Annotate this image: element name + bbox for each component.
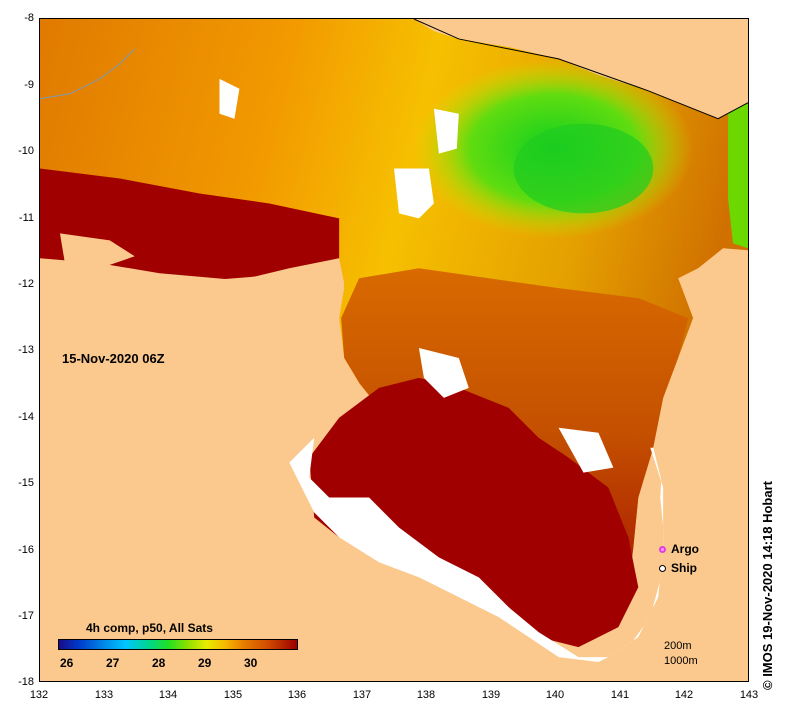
depth-contour-label-1000m: 1000m: [664, 655, 698, 667]
argo-legend: Argo: [659, 542, 699, 556]
nodata-patch-3: [433, 108, 459, 154]
depth-contour-label-200m: 200m: [664, 640, 692, 652]
x-tick-label: 132: [29, 689, 49, 701]
x-tick-label: 134: [158, 689, 178, 701]
coast-river: [40, 48, 136, 100]
x-tick-label: 142: [674, 689, 694, 701]
x-tick-label: 138: [416, 689, 436, 701]
y-tick-label: -14: [18, 411, 34, 423]
land-cape-york: [578, 258, 748, 681]
colorbar-label: 27: [106, 656, 120, 670]
nodata-patch-5: [558, 427, 614, 473]
land-new-guinea: [413, 19, 748, 119]
ship-legend: Ship: [659, 561, 697, 575]
y-tick-label: -16: [18, 544, 34, 556]
sst-warm-pool-gulf: [309, 377, 639, 648]
coast-line-ng: [413, 19, 748, 120]
argo-label: Argo: [671, 542, 699, 556]
sst-colorbar: [58, 639, 298, 650]
x-tick-label: 135: [223, 689, 243, 701]
x-tick-label: 136: [287, 689, 307, 701]
y-tick-label: -12: [18, 278, 34, 290]
x-tick-label: 139: [481, 689, 501, 701]
land-melville: [59, 233, 135, 269]
y-tick-label: -10: [18, 145, 34, 157]
x-tick-label: 140: [545, 689, 565, 701]
sst-map-graphic: [40, 19, 748, 681]
y-tick-label: -13: [18, 344, 34, 356]
nodata-gulf-south: [289, 437, 667, 663]
argo-marker-icon: [659, 545, 666, 553]
date-label: 15-Nov-2020 06Z: [62, 351, 165, 366]
ship-marker-icon: [659, 564, 666, 572]
nodata-patch-2: [219, 78, 240, 119]
x-tick-label: 141: [610, 689, 630, 701]
y-tick-label: -15: [18, 477, 34, 489]
x-tick-label: 133: [94, 689, 114, 701]
colorbar-label: 28: [152, 656, 166, 670]
colorbar-title: 4h comp, p50, All Sats: [86, 621, 213, 635]
sst-cool-core: [513, 123, 654, 214]
sst-east-cool-strip: [728, 98, 748, 249]
x-tick-label: 143: [739, 689, 759, 701]
colorbar-label: 30: [244, 656, 258, 670]
nodata-patch-1: [394, 168, 434, 219]
imos-credit: © IMOS 19-Nov-2020 14:18 Hobart: [760, 481, 775, 690]
y-tick-label: -8: [24, 12, 34, 24]
colorbar-label: 29: [198, 656, 212, 670]
sst-map: [39, 18, 749, 682]
y-tick-label: -18: [18, 676, 34, 688]
land-arnhem: [40, 258, 559, 681]
y-tick-label: -17: [18, 610, 34, 622]
ship-label: Ship: [671, 561, 697, 575]
y-tick-label: -9: [24, 79, 34, 91]
colorbar-label: 26: [60, 656, 74, 670]
x-tick-label: 137: [352, 689, 372, 701]
y-tick-label: -11: [18, 212, 34, 224]
